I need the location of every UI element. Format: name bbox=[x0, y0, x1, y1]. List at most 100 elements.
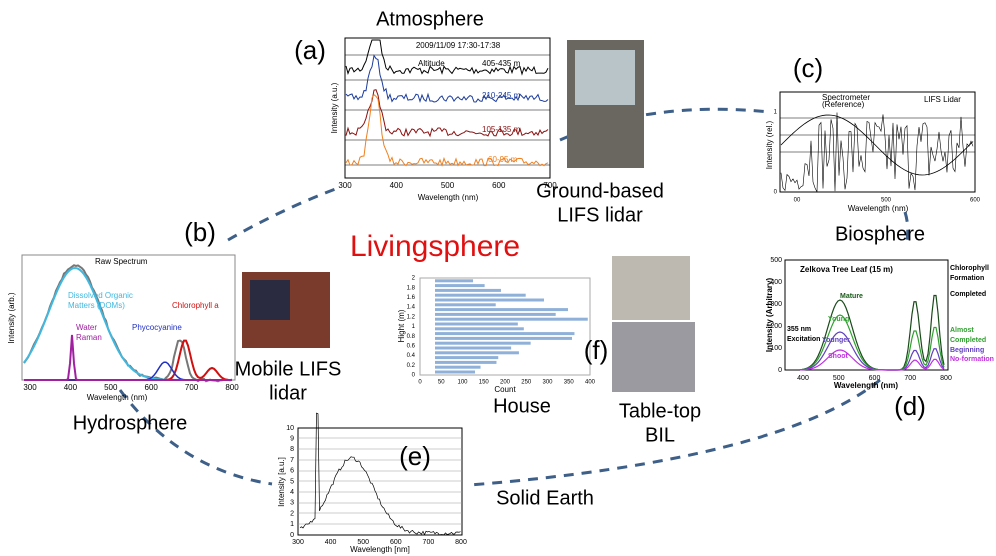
annotation: Zelkova Tree Leaf (15 m) bbox=[800, 265, 893, 274]
annotations: Chlorophyll Formation Completed Mature Y… bbox=[787, 265, 994, 363]
annotation: Completed bbox=[950, 291, 986, 298]
y-tick-label: 0.2 bbox=[407, 363, 416, 369]
annotation: 210-245 m bbox=[482, 91, 521, 100]
x-tick-label: 500 bbox=[833, 375, 845, 382]
x-tick-label: 500 bbox=[357, 539, 369, 546]
curve bbox=[345, 89, 549, 138]
y-tick-label: 0 bbox=[778, 367, 782, 374]
photo-caption: Table-top bbox=[619, 400, 701, 422]
hist-bar bbox=[435, 279, 474, 283]
hist-bar bbox=[435, 341, 531, 345]
y-tick-label: 6 bbox=[290, 468, 294, 475]
plot-frame bbox=[784, 259, 949, 371]
y-tick-label: 1.8 bbox=[407, 285, 416, 291]
y-tick-label: 0 bbox=[774, 190, 778, 196]
x-tick-label: 250 bbox=[521, 380, 532, 386]
panel-label: (f) bbox=[584, 335, 609, 365]
x-tick-label: 500 bbox=[104, 383, 118, 392]
curve bbox=[345, 93, 549, 167]
x-tick-label: 400 bbox=[64, 383, 78, 392]
y-tick-label: 0 bbox=[290, 532, 294, 539]
x-tick-label: 600 bbox=[970, 198, 981, 204]
photo-caption: BIL bbox=[645, 424, 675, 446]
legend: Spectrometer bbox=[822, 93, 870, 102]
y-tick-label: 300 bbox=[770, 301, 782, 308]
hist-bar bbox=[435, 327, 524, 331]
x-axis-label: Wavelength (nm) bbox=[848, 204, 909, 213]
x-tick-label: 500 bbox=[441, 181, 455, 190]
legend: LIFS Lidar bbox=[924, 95, 961, 104]
photo-caption: Mobile LIFS bbox=[235, 358, 342, 380]
annotation: Almost bbox=[950, 327, 974, 334]
y-tick-label: 1.6 bbox=[407, 295, 416, 301]
sphere-label: Biosphere bbox=[835, 223, 925, 245]
annotation: Chlorophyll bbox=[950, 265, 989, 272]
hist-bar bbox=[435, 360, 497, 364]
curve bbox=[345, 39, 549, 76]
annotation: Altitude bbox=[418, 59, 445, 68]
annotation: Completed bbox=[950, 337, 986, 344]
x-tick-label: 800 bbox=[940, 375, 952, 382]
hist-bar bbox=[435, 317, 588, 321]
y-tick-label: 1.4 bbox=[407, 305, 416, 311]
hist-bar bbox=[435, 346, 512, 350]
hist-bar bbox=[435, 298, 544, 302]
y-axis-label: Intensity (arb.) bbox=[7, 292, 16, 343]
curve bbox=[299, 412, 461, 536]
x-tick-label: 300 bbox=[338, 181, 352, 190]
plot-frame bbox=[779, 91, 976, 193]
x-tick-label: 600 bbox=[869, 375, 881, 382]
photo-caption: LIFS lidar bbox=[557, 204, 643, 226]
x-tick-label: 300 bbox=[542, 380, 553, 386]
hist-bar bbox=[435, 332, 575, 336]
curve bbox=[345, 54, 549, 104]
x-tick-label: 400 bbox=[797, 375, 809, 382]
x-tick-label: 300 bbox=[292, 539, 304, 546]
y-tick-label: 0 bbox=[412, 373, 416, 379]
x-tick-label: 700 bbox=[423, 539, 435, 546]
panel-label: (d) bbox=[894, 391, 926, 421]
x-tick-label: 400 bbox=[325, 539, 337, 546]
x-tick-label: 0 bbox=[418, 380, 422, 386]
y-tick-label: 3 bbox=[290, 500, 294, 507]
x-axis-label: Wavelength (nm) bbox=[834, 381, 898, 390]
annotation: Water bbox=[76, 323, 97, 332]
y-tick-label: 1 bbox=[412, 324, 416, 330]
x-tick-label: 50 bbox=[438, 380, 445, 386]
y-tick-label: 5 bbox=[290, 478, 294, 485]
y-tick-label: 2 bbox=[412, 276, 416, 282]
y-tick-label: 400 bbox=[770, 279, 782, 286]
panel-label: (a) bbox=[294, 35, 326, 65]
annotation: 105-135 m bbox=[482, 125, 521, 134]
x-tick-label: 700 bbox=[543, 181, 557, 190]
annotation: 60-95 m bbox=[488, 155, 518, 164]
sphere-label: Solid Earth bbox=[496, 487, 594, 509]
y-tick-label: 0.6 bbox=[407, 343, 416, 349]
center-title: Livingsphere bbox=[350, 230, 520, 263]
x-tick-label: 800 bbox=[455, 539, 467, 546]
plot-frame bbox=[21, 254, 236, 381]
hist-bar bbox=[435, 370, 475, 374]
sphere-label: Atmosphere bbox=[376, 8, 484, 30]
hist-bar bbox=[435, 308, 569, 312]
hist-bar bbox=[435, 303, 496, 307]
annotation: Phycocyanine bbox=[132, 323, 182, 332]
annotation: 355 nm bbox=[787, 326, 811, 333]
x-tick-label: 800 bbox=[225, 383, 239, 392]
annotation: No-formation bbox=[950, 356, 994, 363]
photo bbox=[612, 322, 695, 392]
x-tick-label: 150 bbox=[479, 380, 490, 386]
y-tick-label: 4 bbox=[290, 489, 294, 496]
y-tick-label: 500 bbox=[770, 257, 782, 264]
y-tick-label: 8 bbox=[290, 446, 294, 453]
hist-bar bbox=[435, 365, 481, 369]
hist-bar bbox=[435, 288, 501, 292]
panel-label: (b) bbox=[184, 217, 216, 247]
hist-bar bbox=[435, 356, 499, 360]
annotation: Dissolved Organic bbox=[68, 291, 133, 300]
y-tick-label: 9 bbox=[290, 436, 294, 443]
y-tick-label: 0.4 bbox=[407, 353, 416, 359]
legend: (Reference) bbox=[822, 100, 865, 109]
y-tick-label: 10 bbox=[286, 425, 294, 432]
